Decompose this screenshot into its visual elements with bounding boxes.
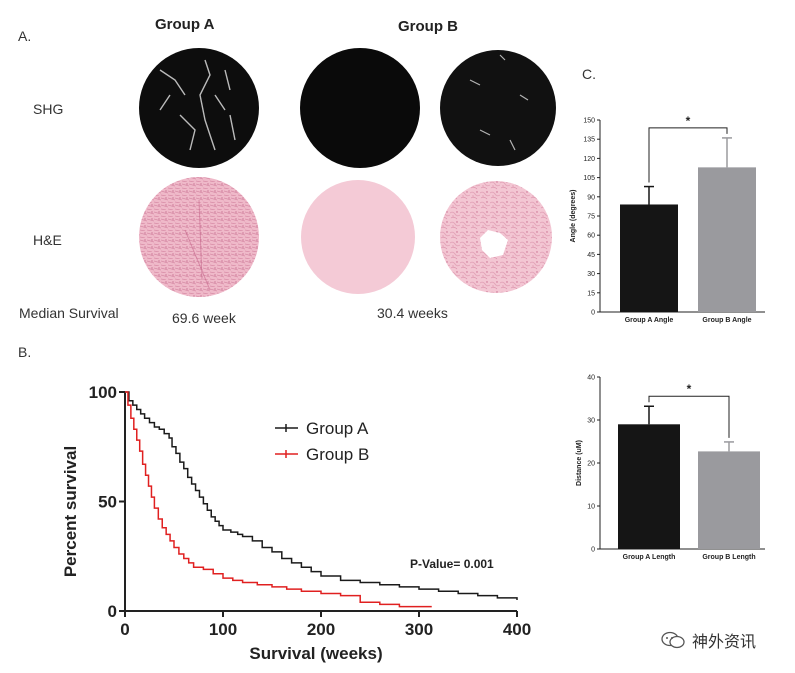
row-label-shg: SHG [33, 101, 64, 117]
y-tick-label: 30 [587, 271, 595, 278]
survival-legend: Group A Group B [275, 419, 369, 464]
y-tick-label: 100 [89, 383, 117, 402]
y-tick-label: 60 [587, 233, 595, 240]
legend-group-a-label: Group A [306, 419, 369, 438]
series-group-b-line [125, 391, 432, 608]
y-tick-label: 0 [591, 310, 595, 317]
y-tick-label: 50 [98, 493, 117, 512]
y-tick-label: 135 [583, 137, 595, 144]
wechat-icon [661, 631, 685, 649]
y-tick-label: 20 [587, 461, 595, 468]
y-tick-label: 30 [587, 418, 595, 425]
x-tick-label: 100 [209, 620, 237, 639]
y-tick-label: 15 [587, 290, 595, 297]
he-image-group-a [139, 177, 259, 297]
bar-group-a [620, 204, 678, 312]
shg-image-group-a [139, 48, 259, 168]
he-cavity-group-b-2 [480, 230, 508, 258]
group-b-header: Group B [398, 18, 458, 35]
median-survival-group-b: 30.4 weeks [377, 305, 448, 321]
panel-c-label: C. [582, 66, 596, 82]
he-image-group-b-1 [301, 180, 415, 294]
x-tick-label: 200 [307, 620, 335, 639]
bar-group-a [618, 424, 680, 549]
shg-image-group-b-1 [300, 48, 420, 168]
length-bar-chart: 0 10 20 30 40 Group A Length Group B Length *… [576, 375, 765, 561]
y-tick-label: 105 [583, 175, 595, 182]
row-label-median-survival: Median Survival [19, 305, 119, 321]
he-strands-group-a [184, 199, 211, 291]
bar-category-label: Group A Angle [625, 317, 674, 324]
y-tick-label: 90 [587, 194, 595, 201]
survival-y-label: Percent survival [61, 446, 80, 577]
panel-a-label: A. [18, 28, 32, 44]
panel-b-label: B. [18, 344, 32, 360]
shg-fibers-group-a [159, 59, 236, 151]
shg-image-group-b-2 [440, 50, 556, 166]
watermark-text: 神外资讯 [692, 632, 757, 651]
angle-bar-chart: 0 15 30 45 60 75 90 105 120 135 150 Group A Angle G… [570, 114, 765, 324]
row-label-he: H&E [33, 232, 62, 248]
angle-y-label: Angle (degrees) [570, 190, 577, 243]
survival-chart: 0 100 200 300 400 0 50 100 Survival (weeks) Pe… [61, 383, 531, 663]
x-tick-label: 0 [120, 620, 129, 639]
y-tick-label: 150 [583, 118, 595, 125]
y-tick-label: 120 [583, 156, 595, 163]
micrograph-panel [139, 48, 556, 297]
bar-category-label: Group A Length [623, 554, 676, 561]
x-tick-label: 400 [503, 620, 531, 639]
watermark: 神外资讯 [660, 628, 756, 652]
bar-category-label: Group B Angle [702, 317, 751, 324]
significance-bracket [648, 395, 730, 438]
significance-marker: * [686, 114, 691, 128]
y-tick-label: 75 [587, 214, 595, 221]
shg-fibers-group-b-2 [469, 54, 529, 151]
length-y-label: Distance (uM) [576, 440, 583, 486]
p-value-annotation: P-Value= 0.001 [410, 557, 494, 571]
significance-bracket [648, 127, 728, 183]
y-tick-label: 0 [591, 547, 595, 554]
median-survival-group-a: 69.6 week [172, 310, 236, 326]
bar-group-b [698, 451, 760, 549]
y-tick-label: 45 [587, 252, 595, 259]
series-group-a-line [125, 391, 518, 601]
bar-group-b [698, 167, 756, 312]
y-tick-label: 0 [108, 602, 117, 621]
x-tick-label: 300 [405, 620, 433, 639]
y-tick-label: 40 [587, 375, 595, 382]
legend-group-b-label: Group B [306, 445, 369, 464]
significance-marker: * [687, 382, 692, 396]
survival-x-label: Survival (weeks) [249, 644, 382, 663]
y-tick-label: 10 [587, 504, 595, 511]
group-a-header: Group A [155, 16, 215, 33]
bar-category-label: Group B Length [702, 554, 755, 561]
